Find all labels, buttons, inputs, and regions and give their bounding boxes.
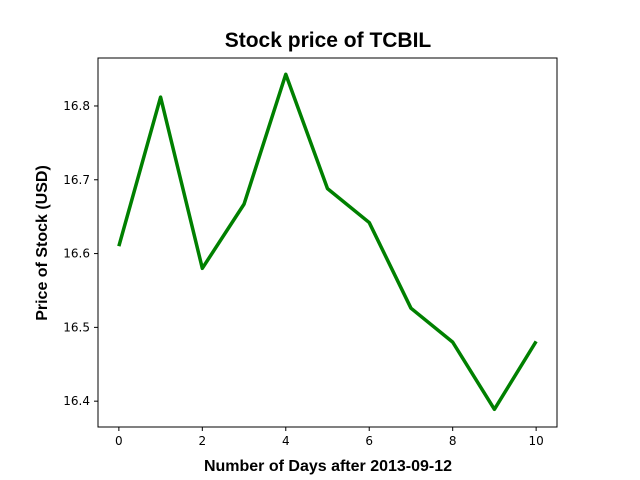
x-tick-label: 2 bbox=[198, 434, 206, 448]
x-tick-label: 10 bbox=[528, 434, 543, 448]
x-axis-label: Number of Days after 2013-09-12 bbox=[204, 458, 452, 475]
y-tick-label: 16.6 bbox=[63, 247, 90, 261]
y-axis-label: Price of Stock (USD) bbox=[34, 165, 51, 321]
y-tick-label: 16.4 bbox=[63, 394, 90, 408]
plot-frame bbox=[97, 57, 558, 428]
x-tick-label: 4 bbox=[282, 434, 290, 448]
x-tick-label: 8 bbox=[449, 434, 457, 448]
chart-title: Stock price of TCBIL bbox=[225, 29, 432, 52]
y-tick-label: 16.7 bbox=[63, 173, 90, 187]
y-tick-label: 16.5 bbox=[63, 320, 90, 334]
plot-area: 0 2 4 6 8 10 16.4 16.5 16.6 16.7 16.8 bbox=[63, 57, 558, 448]
x-tick-label: 6 bbox=[365, 434, 373, 448]
series-line-0 bbox=[117, 72, 538, 412]
y-tick-label: 16.8 bbox=[63, 99, 90, 113]
x-tick-label: 0 bbox=[115, 434, 123, 448]
